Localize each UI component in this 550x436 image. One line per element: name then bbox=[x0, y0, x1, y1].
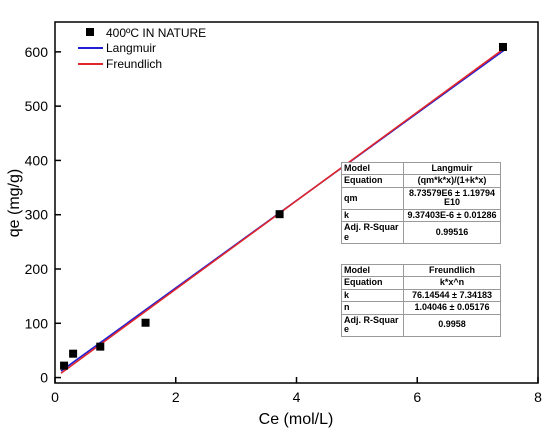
y-tick-label: 300 bbox=[25, 207, 49, 223]
y-axis-title: qe (mg/g) bbox=[6, 169, 23, 237]
table-row: qm 8.73579E6 ± 1.19794E10 bbox=[341, 186, 501, 210]
table-cell: k bbox=[341, 288, 404, 303]
table-cell: Adj. R-Square bbox=[341, 221, 404, 245]
table-cell: qm bbox=[341, 186, 404, 210]
langmuir-fit-table: Model Langmuir Equation (qm*k*x)/(1+k*x)… bbox=[341, 161, 501, 245]
legend-label-langmuir: Langmuir bbox=[106, 41, 156, 55]
table-cell: Equation bbox=[341, 174, 404, 188]
x-tick-label: 0 bbox=[51, 389, 59, 405]
freundlich-fit-table: Model Freundlich Equation k*x^n k 76.145… bbox=[341, 263, 501, 337]
table-row: k 9.37403E-6 ± 0.01286 bbox=[341, 208, 501, 223]
y-tick-label: 400 bbox=[25, 152, 49, 168]
table-row: Model Freundlich bbox=[341, 263, 501, 278]
table-row: k 76.14544 ± 7.34183 bbox=[341, 288, 501, 303]
table-cell: k bbox=[341, 208, 404, 223]
table-row: n 1.04046 ± 0.05176 bbox=[341, 301, 501, 315]
table-cell: 8.73579E6 ± 1.19794E10 bbox=[403, 186, 501, 210]
axis-ticks: 0 2 4 6 8 0 100 200 300 400 500 600 bbox=[25, 44, 542, 405]
legend: 400ºC IN NATURE Langmuir Freundlich bbox=[78, 26, 206, 71]
table-row: Equation k*x^n bbox=[341, 276, 501, 290]
data-point bbox=[275, 210, 284, 219]
data-point bbox=[69, 349, 78, 358]
table-cell: Equation bbox=[341, 276, 404, 290]
legend-marker-square bbox=[86, 28, 94, 36]
table-cell: 1.04046 ± 0.05176 bbox=[403, 301, 501, 315]
x-tick-label: 6 bbox=[413, 389, 421, 405]
table-row: Adj. R-Square 0.99516 bbox=[341, 221, 501, 245]
table-cell: 9.37403E-6 ± 0.01286 bbox=[403, 208, 501, 223]
data-point bbox=[141, 318, 150, 327]
table-row: Adj. R-Square 0.9958 bbox=[341, 313, 501, 337]
y-tick-label: 0 bbox=[40, 370, 48, 386]
legend-label-data: 400ºC IN NATURE bbox=[106, 26, 206, 40]
y-tick-label: 500 bbox=[25, 98, 49, 114]
data-point bbox=[60, 361, 69, 370]
y-tick-label: 600 bbox=[25, 44, 49, 60]
y-tick-label: 100 bbox=[25, 315, 49, 331]
x-tick-label: 4 bbox=[293, 389, 301, 405]
series-layer bbox=[60, 42, 507, 374]
table-cell: 0.99516 bbox=[403, 221, 501, 245]
y-tick-label: 200 bbox=[25, 261, 49, 277]
data-point bbox=[96, 342, 105, 351]
table-cell: (qm*k*x)/(1+k*x) bbox=[403, 174, 501, 188]
x-tick-label: 2 bbox=[172, 389, 180, 405]
x-tick-label: 8 bbox=[534, 389, 542, 405]
table-cell: Langmuir bbox=[403, 161, 501, 176]
table-cell: k*x^n bbox=[403, 276, 501, 290]
data-point bbox=[498, 42, 507, 51]
x-axis-title: Ce (mol/L) bbox=[259, 411, 334, 428]
table-cell: Model bbox=[341, 263, 404, 278]
table-cell: Freundlich bbox=[403, 263, 501, 278]
table-cell: 76.14544 ± 7.34183 bbox=[403, 288, 501, 303]
table-cell: Model bbox=[341, 161, 404, 176]
legend-label-freundlich: Freundlich bbox=[106, 57, 162, 71]
table-cell: Adj. R-Square bbox=[341, 313, 404, 337]
table-row: Equation (qm*k*x)/(1+k*x) bbox=[341, 174, 501, 188]
table-row: Model Langmuir bbox=[341, 161, 501, 176]
table-cell: n bbox=[341, 301, 404, 315]
table-cell: 0.9958 bbox=[403, 313, 501, 337]
